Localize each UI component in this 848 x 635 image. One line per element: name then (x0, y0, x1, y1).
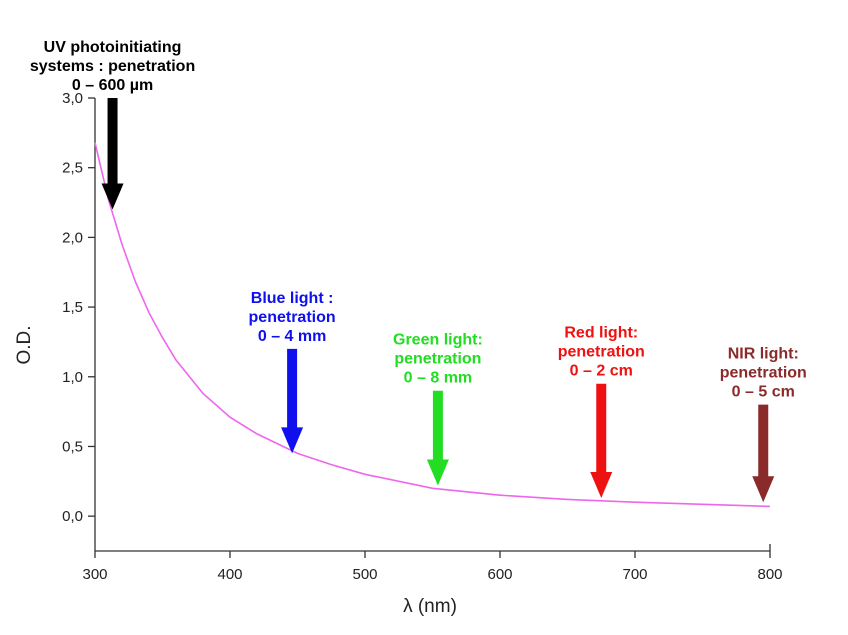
annotation-layer: UV photoinitiating systems : penetration 0… (30, 39, 807, 503)
x-axis-title: λ (nm) (403, 596, 457, 617)
y-tick-label: 0,5 (62, 438, 83, 455)
penetration-annotation: Red light: penetration 0 – 2 cm (558, 325, 645, 499)
x-tick-label: 800 (757, 566, 782, 583)
annotation-text-line: UV photoinitiating (44, 39, 182, 56)
y-tick-label: 3,0 (62, 90, 83, 107)
x-tick-label: 600 (487, 566, 512, 583)
series-layer (94, 142, 771, 508)
annotation-text-line: Green light: (393, 332, 483, 349)
x-tick-label: 500 (352, 566, 377, 583)
annotation-text-line: NIR light: (728, 346, 799, 363)
annotation-text-line: Blue light : (251, 290, 334, 307)
y-tick-label: 0,0 (62, 508, 83, 525)
annotation-text-line: penetration (558, 344, 645, 361)
annotation-text-line: 0 – 5 cm (732, 384, 795, 401)
y-axis-title: O.D. (14, 325, 35, 364)
penetration-annotation: Blue light : penetration 0 – 4 mm (249, 290, 336, 454)
y-tick-label: 1,0 (62, 369, 83, 386)
y-tick-label: 2,0 (62, 229, 83, 246)
x-tick-label: 700 (622, 566, 647, 583)
annotation-text-line: penetration (720, 365, 807, 382)
axes (94, 98, 771, 552)
annotation-text-line: 0 – 600 µm (72, 77, 153, 94)
annotation-text-line: penetration (249, 309, 336, 326)
y-tick-label: 2,5 (62, 160, 83, 177)
y-tick-label: 1,5 (62, 299, 83, 316)
penetration-annotation: Green light: penetration 0 – 8 mm (393, 332, 483, 486)
down-arrow (590, 383, 613, 499)
down-arrow (752, 404, 775, 503)
ticks: 0,0 0,5 1,0 1,5 2,0 2,5 3,0 300 400 500 600 700 800 (62, 90, 782, 583)
annotation-text-line: penetration (394, 351, 481, 368)
annotation-text-line: Red light: (564, 325, 638, 342)
x-tick-label: 400 (217, 566, 242, 583)
annotation-text-line: 0 – 2 cm (570, 363, 633, 380)
annotation-text-line: systems : penetration (30, 58, 195, 75)
od-curve (94, 142, 771, 508)
annotation-text-line: 0 – 4 mm (258, 328, 326, 345)
penetration-annotation: UV photoinitiating systems : penetration 0… (30, 39, 195, 210)
down-arrow (426, 390, 449, 486)
down-arrow (101, 98, 124, 210)
x-tick-label: 300 (82, 566, 107, 583)
penetration-annotation: NIR light: penetration 0 – 5 cm (720, 346, 807, 503)
annotation-text-line: 0 – 8 mm (404, 370, 472, 387)
down-arrow (281, 348, 304, 454)
